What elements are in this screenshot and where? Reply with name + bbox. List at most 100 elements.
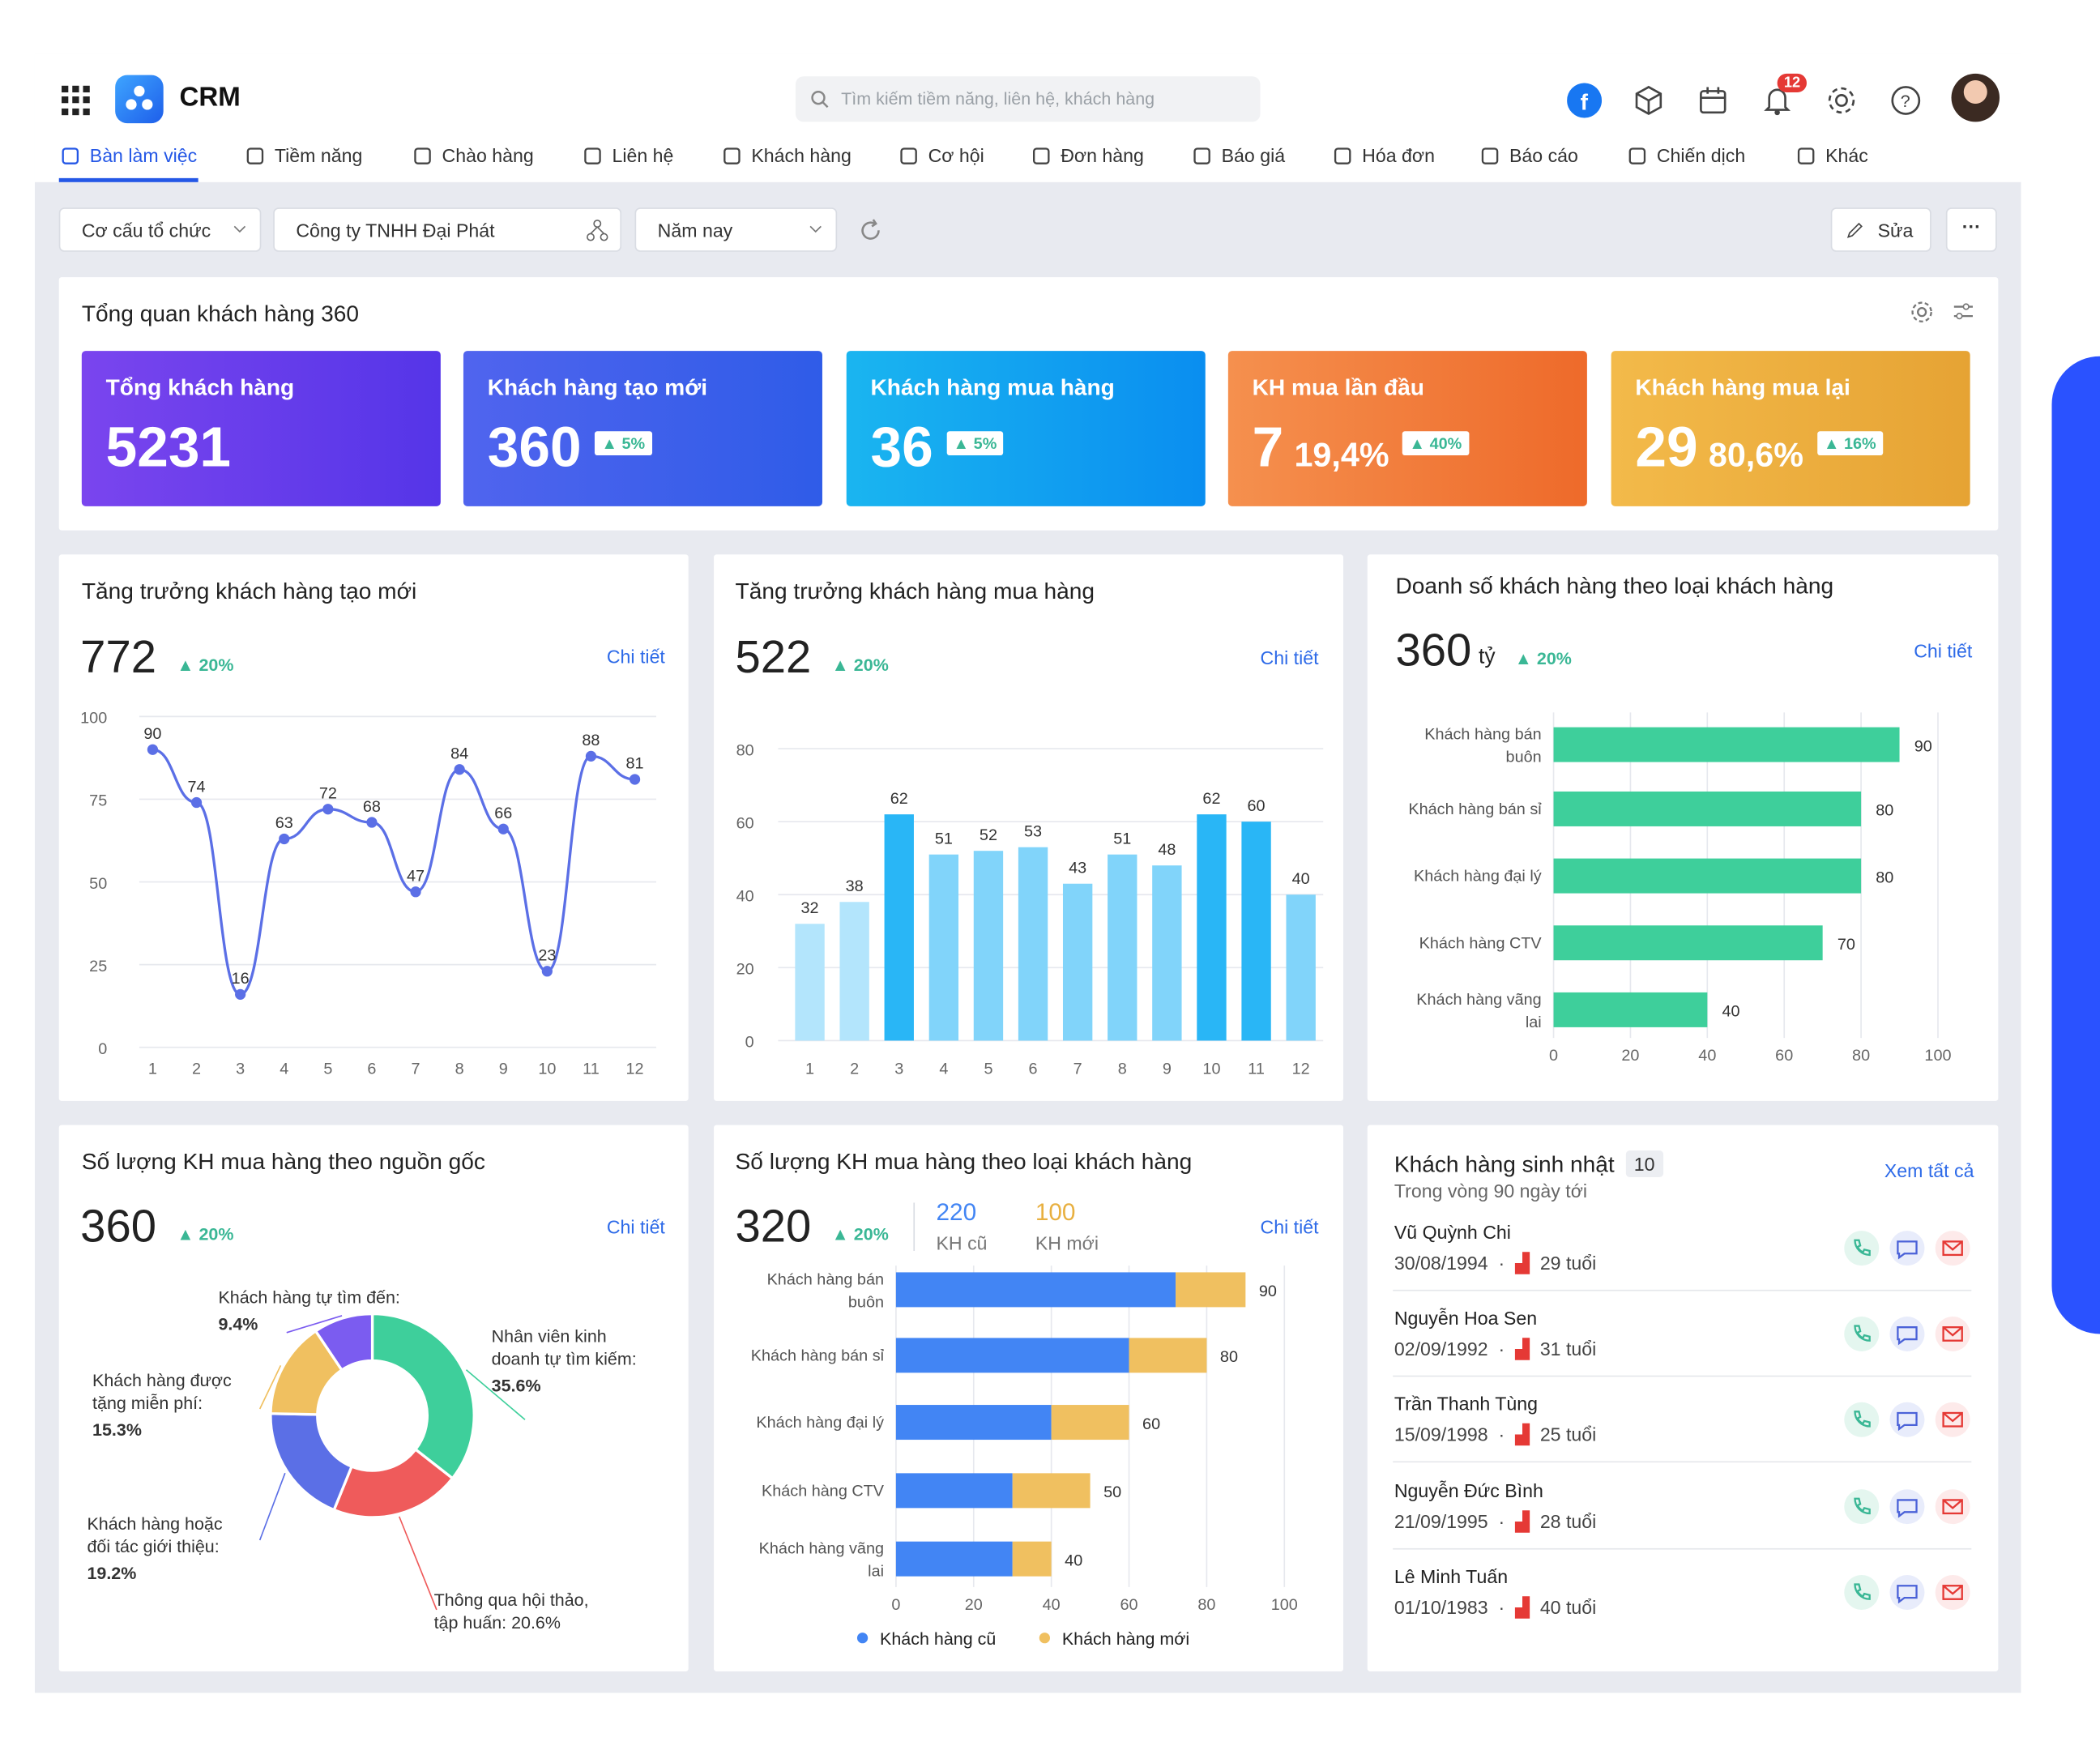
new-growth-detail-link[interactable]: Chi tiết xyxy=(606,645,665,668)
birthday-name[interactable]: Trần Thanh Tùng xyxy=(1394,1393,1538,1415)
data-point[interactable] xyxy=(147,744,159,755)
data-point[interactable] xyxy=(585,750,597,762)
bar-segment[interactable] xyxy=(1012,1473,1091,1509)
call-button[interactable] xyxy=(1844,1231,1880,1266)
donut-slice[interactable] xyxy=(314,1312,374,1372)
user-avatar[interactable] xyxy=(1951,73,2000,122)
bar-segment[interactable] xyxy=(895,1541,1013,1577)
bar[interactable] xyxy=(928,854,959,1041)
settings-icon[interactable] xyxy=(1910,300,1934,324)
bar[interactable] xyxy=(884,814,914,1041)
tab-desk[interactable]: Bàn làm việc xyxy=(59,142,197,169)
birthday-name[interactable]: Nguyễn Hoa Sen xyxy=(1394,1307,1538,1329)
bar[interactable] xyxy=(1553,925,1823,961)
tab-campaign[interactable]: Chiến dịch xyxy=(1626,142,1745,169)
bar[interactable] xyxy=(1553,727,1900,762)
help-icon[interactable]: ? xyxy=(1889,83,1923,117)
bar[interactable] xyxy=(1018,847,1048,1041)
edit-button[interactable]: Sửa xyxy=(1830,207,1931,252)
message-button[interactable] xyxy=(1889,1574,1925,1610)
call-button[interactable] xyxy=(1844,1402,1880,1437)
call-button[interactable] xyxy=(1844,1489,1880,1525)
data-point[interactable] xyxy=(279,833,290,845)
bar[interactable] xyxy=(1062,883,1093,1041)
tab-invoice[interactable]: Hóa đơn xyxy=(1331,142,1435,169)
data-point[interactable] xyxy=(235,988,246,1000)
company-select[interactable]: Công ty TNHH Đại Phát xyxy=(273,207,622,252)
see-all-link[interactable]: Xem tất cả xyxy=(1884,1159,1974,1181)
kpi-card[interactable]: Khách hàng mua hàng 36 ▲ 5% xyxy=(846,351,1206,506)
buy-growth-detail-link[interactable]: Chi tiết xyxy=(1260,647,1319,668)
refresh-icon[interactable] xyxy=(857,217,884,244)
data-point[interactable] xyxy=(366,817,378,828)
call-button[interactable] xyxy=(1844,1574,1880,1610)
message-button[interactable] xyxy=(1889,1402,1925,1437)
donut-slice[interactable] xyxy=(332,1447,455,1519)
bar[interactable] xyxy=(795,924,825,1041)
data-point[interactable] xyxy=(541,966,553,977)
source-detail-link[interactable]: Chi tiết xyxy=(606,1215,665,1238)
bar[interactable] xyxy=(1553,858,1862,894)
org-structure-select[interactable]: Cơ cấu tổ chức xyxy=(58,207,262,252)
data-point[interactable] xyxy=(497,823,509,834)
message-button[interactable] xyxy=(1889,1489,1925,1525)
tab-contact[interactable]: Liên hệ xyxy=(581,142,673,169)
bar[interactable] xyxy=(1152,865,1182,1041)
facebook-icon[interactable]: f xyxy=(1567,83,1603,118)
birthday-name[interactable]: Nguyễn Đức Bình xyxy=(1394,1479,1543,1502)
bar[interactable] xyxy=(1553,992,1708,1027)
filter-sliders-icon[interactable] xyxy=(1952,300,1976,324)
kpi-card[interactable]: Khách hàng mua lại 29 80,6% ▲ 16% xyxy=(1611,351,1970,506)
bar[interactable] xyxy=(1108,854,1138,1041)
kpi-card[interactable]: Khách hàng tạo mới 360 ▲ 5% xyxy=(463,351,822,506)
bar-segment[interactable] xyxy=(895,1272,1176,1308)
buy-type-detail-link[interactable]: Chi tiết xyxy=(1260,1215,1319,1238)
box-search-icon[interactable] xyxy=(1631,83,1666,117)
tab-order[interactable]: Đơn hàng xyxy=(1030,142,1144,169)
tab-offer[interactable]: Chào hàng xyxy=(411,142,534,169)
bar-segment[interactable] xyxy=(895,1405,1052,1441)
message-button[interactable] xyxy=(1889,1231,1925,1266)
bar-segment[interactable] xyxy=(1176,1272,1246,1308)
tab-customer[interactable]: Khách hàng xyxy=(720,142,852,169)
bar[interactable] xyxy=(973,851,1004,1041)
tab-lead[interactable]: Tiềm năng xyxy=(244,142,362,169)
search-input[interactable]: Tìm kiếm tiềm năng, liên hệ, khách hàng xyxy=(795,76,1261,122)
data-point[interactable] xyxy=(629,774,641,785)
birthday-name[interactable]: Lê Minh Tuấn xyxy=(1394,1565,1509,1587)
revenue-type-detail-link[interactable]: Chi tiết xyxy=(1914,640,1973,662)
call-button[interactable] xyxy=(1844,1316,1880,1351)
birthday-name[interactable]: Vũ Quỳnh Chi xyxy=(1394,1221,1511,1244)
data-point[interactable] xyxy=(454,764,465,775)
message-button[interactable] xyxy=(1889,1316,1925,1351)
data-point[interactable] xyxy=(410,886,421,898)
bar[interactable] xyxy=(1553,791,1862,826)
email-button[interactable] xyxy=(1935,1316,1970,1351)
bar-segment[interactable] xyxy=(895,1338,1129,1373)
more-options-button[interactable]: ··· xyxy=(1945,207,1997,252)
bar-segment[interactable] xyxy=(1012,1541,1052,1577)
bar[interactable] xyxy=(1241,822,1271,1041)
data-point[interactable] xyxy=(322,804,334,815)
kpi-card[interactable]: KH mua lần đầu 7 19,4% ▲ 40% xyxy=(1227,351,1587,506)
kpi-card[interactable]: Tổng khách hàng 5231 xyxy=(81,351,441,506)
bar-segment[interactable] xyxy=(1051,1405,1129,1441)
email-button[interactable] xyxy=(1935,1231,1970,1266)
tab-report[interactable]: Báo cáo xyxy=(1479,142,1578,169)
bar[interactable] xyxy=(1197,814,1227,1041)
tab-deal[interactable]: Cơ hội xyxy=(898,142,984,169)
email-button[interactable] xyxy=(1935,1574,1970,1610)
calendar-icon[interactable] xyxy=(1696,83,1731,117)
period-select[interactable]: Năm nay xyxy=(634,207,838,252)
donut-slice[interactable] xyxy=(269,1412,354,1512)
bar[interactable] xyxy=(839,902,869,1041)
tab-quote[interactable]: Báo giá xyxy=(1191,142,1285,169)
bar-segment[interactable] xyxy=(895,1473,1013,1509)
app-launcher-icon[interactable] xyxy=(62,85,91,115)
gear-icon[interactable] xyxy=(1824,83,1859,117)
email-button[interactable] xyxy=(1935,1402,1970,1437)
bar[interactable] xyxy=(1286,894,1316,1041)
donut-slice[interactable] xyxy=(370,1312,476,1481)
bar-segment[interactable] xyxy=(1129,1338,1207,1373)
data-point[interactable] xyxy=(190,796,203,809)
